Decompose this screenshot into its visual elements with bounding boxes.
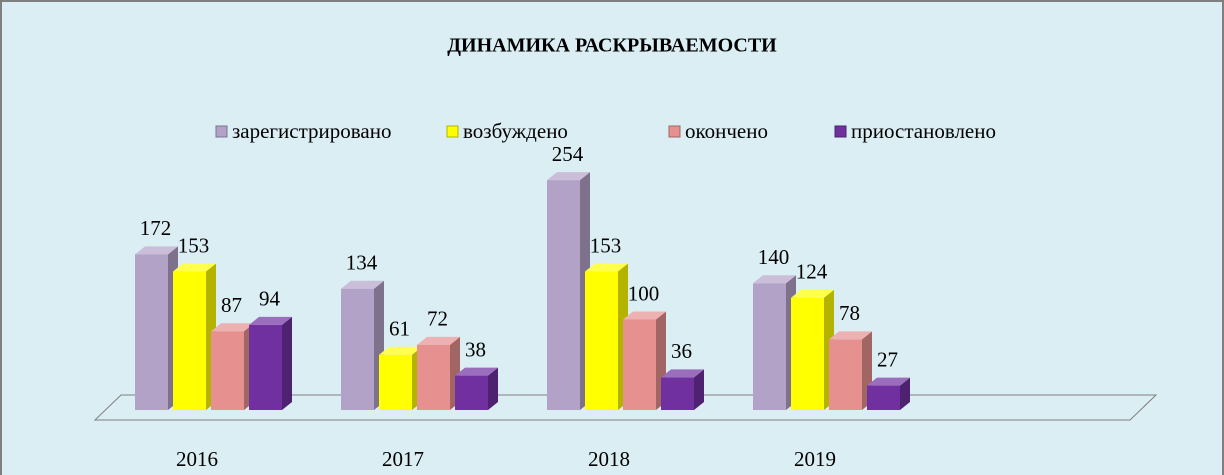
bar-front [585,271,618,410]
bar-top [135,246,178,255]
bar-top [455,367,498,376]
legend-label: зарегистрировано [232,119,391,143]
bar [661,369,704,410]
bar [585,263,628,410]
bar-front [173,271,206,410]
bar-top [547,172,590,181]
legend-swatch [668,125,681,138]
bar-top [173,263,216,272]
bar-side [694,369,704,410]
bar [791,289,834,410]
data-label: 153 [178,233,210,257]
bar [455,367,498,410]
bar-side [488,367,498,410]
bar [753,275,796,410]
chart-title: ДИНАМИКА РАСКРЫВАЕМОСТИ [447,35,777,57]
bar-top [791,289,834,298]
bar [211,323,254,410]
data-label: 36 [671,339,692,363]
bar-top [341,280,384,289]
legend-swatch [446,125,459,138]
data-label: 72 [427,307,448,331]
data-label: 134 [346,251,378,275]
bar [547,172,590,410]
bar-side [282,316,292,410]
bar [379,346,422,410]
bar [829,331,872,410]
bar-front [379,354,412,410]
data-label: 78 [839,301,860,325]
bar [173,263,216,410]
bar-top [623,311,666,320]
bar [135,246,178,410]
legend-swatch [834,125,847,138]
x-tick-label: 2019 [794,447,836,471]
data-label: 254 [552,142,584,166]
bar-front [661,377,694,410]
data-label: 140 [758,245,790,269]
bar-front [547,180,580,410]
bar-front [211,331,244,410]
bar-front [623,319,656,410]
bar [417,336,460,410]
bar-front [341,288,374,410]
bar-top [585,263,628,272]
data-label: 100 [628,281,660,305]
bar-top [249,316,292,325]
bar-front [135,254,168,410]
data-label: 153 [590,233,622,257]
bar [249,316,292,410]
bar-front [249,324,282,410]
bar-front [829,339,862,410]
bar [867,377,910,410]
bar-top [417,336,460,345]
bar-side [900,377,910,410]
bar-top [661,369,704,378]
bar-top [867,377,910,386]
bar-front [417,344,450,410]
bar-top [379,346,422,355]
bar-top [753,275,796,284]
legend-swatch [215,125,228,138]
bar-top [829,331,872,340]
data-label: 124 [796,260,828,284]
bar-front [867,385,900,410]
data-label: 172 [140,216,172,240]
x-tick-label: 2018 [588,447,630,471]
bar [341,280,384,410]
data-label: 27 [877,347,898,371]
legend-label: приостановлено [851,119,996,143]
data-label: 38 [465,337,486,361]
legend-label: возбуждено [463,119,568,143]
data-label: 61 [389,317,410,341]
x-tick-label: 2016 [176,447,218,471]
bar-front [791,297,824,410]
data-label: 87 [221,293,242,317]
x-tick-label: 2017 [382,447,424,471]
bar-front [753,283,786,410]
legend-label: окончено [685,119,768,143]
bar-front [455,375,488,410]
bar-top [211,323,254,332]
data-label: 94 [259,287,281,311]
bar [623,311,666,410]
